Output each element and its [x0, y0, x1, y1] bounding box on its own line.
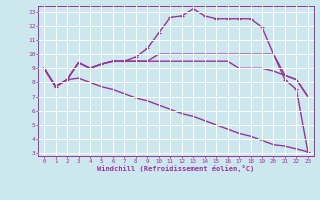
X-axis label: Windchill (Refroidissement éolien,°C): Windchill (Refroidissement éolien,°C) — [97, 165, 255, 172]
